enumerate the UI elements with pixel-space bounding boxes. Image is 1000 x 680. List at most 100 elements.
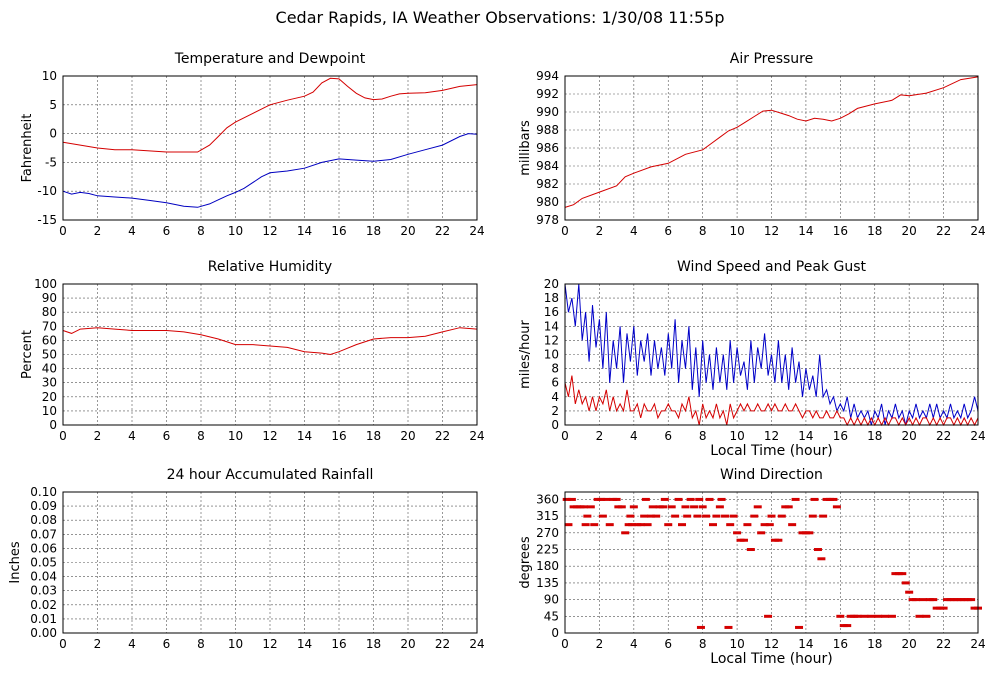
x-tick-label: 12 xyxy=(764,224,779,238)
x-tick-label: 6 xyxy=(664,224,672,238)
y-tick-label: 30 xyxy=(42,376,57,390)
x-tick-label: 22 xyxy=(435,429,450,443)
data-point xyxy=(743,523,752,527)
y-tick-label: 315 xyxy=(536,509,559,523)
x-tick-label: 10 xyxy=(228,429,243,443)
data-point xyxy=(819,514,828,518)
data-point xyxy=(774,538,783,542)
data-point xyxy=(652,514,661,518)
data-point xyxy=(860,614,869,618)
x-axis-label: Local Time (hour) xyxy=(710,651,832,667)
x-tick-label: 20 xyxy=(902,429,917,443)
data-point xyxy=(757,531,766,535)
x-tick-label: 8 xyxy=(699,637,707,651)
x-tick-label: 12 xyxy=(262,429,277,443)
data-point xyxy=(867,614,876,618)
page-title: Cedar Rapids, IA Weather Observations: 1… xyxy=(275,8,725,27)
data-point xyxy=(690,505,699,509)
y-tick-label: 0 xyxy=(49,127,57,141)
data-point xyxy=(617,505,626,509)
y-axis-label: Inches xyxy=(8,541,23,583)
y-tick-label: 5 xyxy=(49,98,57,112)
y-tick-label: 984 xyxy=(536,159,559,173)
x-tick-label: 6 xyxy=(163,429,171,443)
data-point xyxy=(664,523,673,527)
data-point xyxy=(922,614,931,618)
chart-title: Wind Speed and Peak Gust xyxy=(677,259,866,275)
y-tick-label: 14 xyxy=(544,319,559,333)
x-tick-label: 12 xyxy=(262,637,277,651)
data-point xyxy=(715,505,724,509)
x-tick-label: 24 xyxy=(970,637,985,651)
y-axis-label: miles/hour xyxy=(518,319,533,388)
y-tick-label: 12 xyxy=(544,333,559,347)
data-point xyxy=(564,523,573,527)
data-point xyxy=(777,514,786,518)
data-point xyxy=(590,523,599,527)
data-point xyxy=(629,505,638,509)
x-tick-label: 12 xyxy=(764,429,779,443)
x-tick-label: 24 xyxy=(970,224,985,238)
x-tick-label: 18 xyxy=(867,637,882,651)
series-line-2 xyxy=(564,375,979,427)
data-point xyxy=(717,497,726,501)
y-tick-label: 90 xyxy=(42,291,57,305)
x-tick-label: 20 xyxy=(400,429,415,443)
x-tick-label: 2 xyxy=(596,429,604,443)
x-tick-label: 22 xyxy=(936,637,951,651)
plot-frame xyxy=(564,283,979,426)
plot-frame xyxy=(62,75,478,221)
x-tick-label: 18 xyxy=(366,637,381,651)
data-point xyxy=(788,523,797,527)
data-point xyxy=(813,548,822,552)
chart-title: Temperature and Dewpoint xyxy=(174,51,366,67)
plot-frame xyxy=(62,283,478,426)
y-tick-label: -15 xyxy=(37,213,57,227)
series-line-1 xyxy=(564,76,979,208)
y-tick-label: 0.08 xyxy=(30,513,57,527)
y-tick-label: 8 xyxy=(551,362,559,376)
y-tick-label: 0.04 xyxy=(30,570,57,584)
y-tick-label: 0.09 xyxy=(30,499,57,513)
x-tick-label: 18 xyxy=(366,224,381,238)
x-tick-label: 14 xyxy=(798,224,813,238)
data-point xyxy=(836,614,845,618)
data-point xyxy=(939,606,948,610)
data-point xyxy=(643,523,652,527)
data-point xyxy=(562,497,571,501)
y-tick-label: 135 xyxy=(536,576,559,590)
data-point xyxy=(674,497,683,501)
data-point xyxy=(681,505,690,509)
x-tick-label: 2 xyxy=(94,429,102,443)
x-tick-label: 16 xyxy=(833,429,848,443)
data-point xyxy=(686,497,695,501)
x-tick-label: 16 xyxy=(833,224,848,238)
data-point xyxy=(881,614,890,618)
data-point xyxy=(721,514,730,518)
data-point xyxy=(791,497,800,501)
y-tick-label: 20 xyxy=(544,277,559,291)
y-tick-label: 100 xyxy=(34,277,57,291)
x-tick-label: 2 xyxy=(596,637,604,651)
x-tick-label: 24 xyxy=(469,429,484,443)
x-tick-label: 18 xyxy=(867,224,882,238)
data-point xyxy=(602,497,611,501)
data-point xyxy=(708,523,717,527)
x-tick-label: 16 xyxy=(331,224,346,238)
y-tick-label: 988 xyxy=(536,123,559,137)
plot-frame xyxy=(564,491,979,634)
data-point xyxy=(659,505,668,509)
x-tick-label: 22 xyxy=(936,429,951,443)
x-tick-label: 14 xyxy=(297,637,312,651)
x-tick-label: 4 xyxy=(630,224,638,238)
y-tick-label: 0 xyxy=(551,418,559,432)
x-tick-label: 0 xyxy=(59,637,67,651)
y-tick-label: 10 xyxy=(42,404,57,418)
data-point xyxy=(805,531,814,535)
data-point xyxy=(636,523,645,527)
y-tick-label: 0 xyxy=(49,418,57,432)
y-tick-label: 60 xyxy=(42,333,57,347)
data-point xyxy=(660,497,669,501)
data-point xyxy=(648,505,657,509)
